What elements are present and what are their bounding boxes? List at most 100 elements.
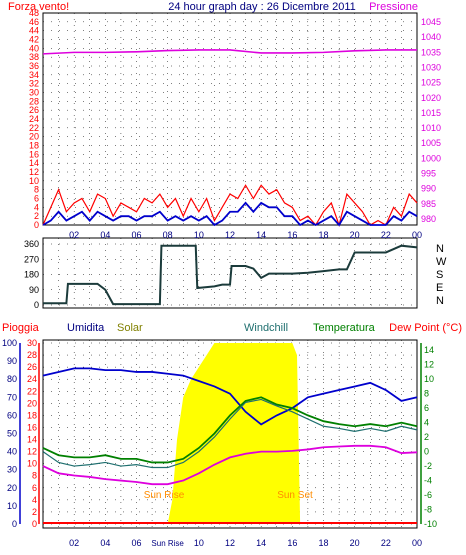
temperature-series — [42, 396, 418, 464]
x-tick-label: 04 — [100, 230, 110, 240]
pressure-label: Pressione — [369, 1, 418, 13]
wind-tick-label: 42 — [29, 35, 39, 45]
humidity-tick-label: 60 — [7, 410, 17, 420]
x-tick-label: 00 — [412, 230, 422, 240]
pressure-tick-label: 1015 — [421, 108, 441, 118]
temperature-tick-label: 8 — [424, 389, 429, 399]
humidity-tick-label: 0 — [12, 519, 17, 529]
windchill-series — [42, 398, 418, 469]
x-tick-label: 14 — [256, 538, 266, 548]
legend-temperature: Temperatura — [313, 322, 376, 334]
rain-tick-label: 4 — [32, 495, 37, 505]
x-tick-label: 08 — [163, 230, 173, 240]
wind-tick-label: 34 — [29, 70, 39, 80]
legend-windchill: Windchill — [244, 322, 288, 334]
temperature-tick-label: -4 — [424, 476, 432, 486]
humidity-tick-label: 90 — [7, 356, 17, 366]
wind-tick-label: 24 — [29, 114, 39, 124]
x-tick-label: 22 — [381, 230, 391, 240]
rain-tick-label: 12 — [27, 447, 37, 457]
direction-tick-label: 360 — [24, 239, 39, 249]
temperature-tick-label: 4 — [424, 418, 429, 428]
rain-tick-label: 26 — [27, 362, 37, 372]
rain-tick-label: 6 — [32, 483, 37, 493]
pressure-tick-label: 1045 — [421, 17, 441, 27]
temperature-tick-label: 2 — [424, 432, 429, 442]
wind-speed-series — [42, 201, 418, 227]
wind-tick-label: 36 — [29, 61, 39, 71]
compass-e: E — [436, 282, 443, 294]
x-tick-label: 18 — [318, 538, 328, 548]
dew-point-series — [42, 444, 418, 486]
pressure-tick-label: 1030 — [421, 63, 441, 73]
x-tick-label: 20 — [350, 538, 360, 548]
rain-tick-label: 2 — [32, 507, 37, 517]
wind-tick-label: 20 — [29, 132, 39, 142]
wind-tick-label: 2 — [34, 211, 39, 221]
tick-labels: 0246810121416182022242628303234363840424… — [2, 8, 441, 548]
x-tick-label: 10 — [194, 230, 204, 240]
temperature-tick-label: 6 — [424, 403, 429, 413]
pressure-tick-label: 995 — [421, 169, 436, 179]
x-tick-label: 22 — [381, 538, 391, 548]
pressure-tick-label: 980 — [421, 214, 436, 224]
temperature-tick-label: -10 — [424, 519, 437, 529]
wind-tick-label: 16 — [29, 149, 39, 159]
wind-strength-label: Forza vento! — [8, 1, 69, 13]
compass-n-bottom: N — [436, 295, 444, 307]
direction-tick-label: 180 — [24, 270, 39, 280]
wind-tick-label: 18 — [29, 141, 39, 151]
humidity-series — [42, 367, 418, 426]
compass-s: S — [436, 269, 443, 281]
rain-tick-label: 20 — [27, 398, 37, 408]
rain-tick-label: 8 — [32, 471, 37, 481]
humidity-tick-label: 40 — [7, 447, 17, 457]
legend-rain: Pioggia — [2, 322, 40, 334]
legend-solar: Solar — [117, 322, 143, 334]
temperature-tick-label: 10 — [424, 374, 434, 384]
wind-tick-label: 0 — [34, 220, 39, 230]
x-tick-label: 00 — [412, 538, 422, 548]
pressure-series — [42, 49, 417, 55]
pressure-tick-label: 1025 — [421, 78, 441, 88]
direction-tick-label: 90 — [29, 285, 39, 295]
wind-tick-label: 28 — [29, 96, 39, 106]
sunrise-annotation: Sun Rise — [144, 490, 185, 501]
humidity-tick-label: 100 — [2, 338, 17, 348]
rain-tick-label: 30 — [27, 338, 37, 348]
wind-tick-label: 48 — [29, 8, 39, 18]
rain-tick-label: 22 — [27, 386, 37, 396]
wind-tick-label: 26 — [29, 105, 39, 115]
wind-tick-label: 22 — [29, 123, 39, 133]
humidity-tick-label: 70 — [7, 392, 17, 402]
direction-tick-label: 270 — [24, 254, 39, 264]
temperature-tick-label: -2 — [424, 461, 432, 471]
wind-tick-label: 10 — [29, 176, 39, 186]
compass-w: W — [436, 256, 447, 268]
humidity-tick-label: 50 — [7, 429, 17, 439]
x-tick-label: Sun Rise — [151, 539, 184, 548]
direction-tick-label: 0 — [34, 300, 39, 310]
wind-tick-label: 6 — [34, 194, 39, 204]
pressure-tick-label: 990 — [421, 184, 436, 194]
wind-tick-label: 14 — [29, 158, 39, 168]
pressure-tick-label: 1040 — [421, 32, 441, 42]
humidity-tick-label: 30 — [7, 465, 17, 475]
rain-tick-label: 14 — [27, 435, 37, 445]
humidity-tick-label: 80 — [7, 374, 17, 384]
rain-tick-label: 24 — [27, 374, 37, 384]
x-tick-label: 10 — [194, 538, 204, 548]
pressure-tick-label: 1000 — [421, 153, 441, 163]
pressure-tick-label: 985 — [421, 199, 436, 209]
x-tick-label: 16 — [287, 230, 297, 240]
wind-tick-label: 32 — [29, 79, 39, 89]
rain-tick-label: 0 — [32, 519, 37, 529]
wind-tick-label: 12 — [29, 167, 39, 177]
temperature-tick-label: 14 — [424, 345, 434, 355]
temperature-tick-label: 0 — [424, 447, 429, 457]
wind-tick-label: 38 — [29, 52, 39, 62]
x-tick-label: 16 — [287, 538, 297, 548]
wind-direction-series — [43, 244, 418, 306]
x-tick-label: 20 — [350, 230, 360, 240]
